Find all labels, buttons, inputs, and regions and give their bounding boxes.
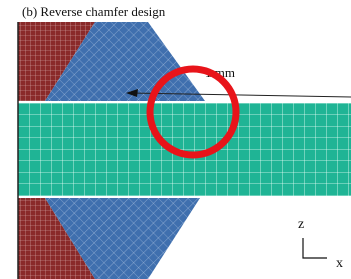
caption: (b) Reverse chamfer design	[22, 4, 166, 19]
page: (b) Reverse chamfer design 1 mm z x (() …	[0, 0, 351, 279]
figure: (b) Reverse chamfer design 1 mm z x	[0, 0, 351, 279]
axis-x-label: x	[336, 256, 343, 271]
green-mesh-strip	[18, 103, 351, 196]
axis-triad	[303, 238, 327, 258]
axis-z-label: z	[298, 217, 304, 232]
